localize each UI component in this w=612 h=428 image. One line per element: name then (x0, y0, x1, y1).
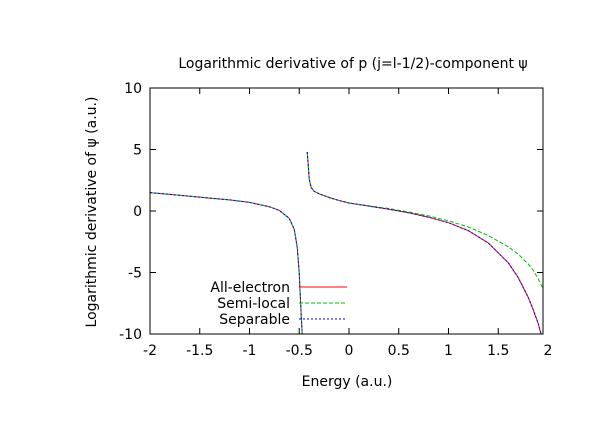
y-tick-label: -10 (119, 327, 142, 343)
x-tick-label: -1 (243, 343, 257, 359)
x-axis-label: Energy (a.u.) (302, 374, 393, 390)
series-line-separable (149, 151, 542, 335)
y-tick-label: 10 (124, 81, 142, 97)
y-tick-label: 5 (133, 143, 142, 159)
x-tick-label: 2 (544, 343, 553, 359)
y-axis-label: Logarithmic derivative of ψ (a.u.) (84, 97, 100, 328)
x-tick-label: 0 (345, 343, 354, 359)
x-tick-label: -0.5 (286, 343, 313, 359)
y-tick-label: -5 (128, 266, 142, 282)
legend-label-all-electron: All-electron (210, 280, 290, 296)
legend-label-semi-local: Semi-local (217, 296, 290, 312)
legend-label-separable: Separable (219, 312, 290, 328)
series-line-semi-local (149, 151, 544, 335)
chart-title: Logarithmic derivative of p (j=l-1/2)-co… (178, 56, 527, 72)
x-tick-label: -2 (143, 343, 157, 359)
x-tick-label: -1.5 (186, 343, 213, 359)
x-tick-label: 1 (444, 343, 453, 359)
plot-frame (149, 87, 544, 335)
y-tick-label: 0 (133, 204, 142, 220)
axis-ticks: -2 -1.5 -1 -0.5 0 0.5 1 1.5 2 -10 -5 0 5 10 (119, 81, 552, 359)
x-tick-label: 0.5 (388, 343, 410, 359)
series-layer (149, 151, 544, 335)
series-line-all-electron (149, 151, 542, 335)
x-tick-label: 1.5 (487, 343, 509, 359)
